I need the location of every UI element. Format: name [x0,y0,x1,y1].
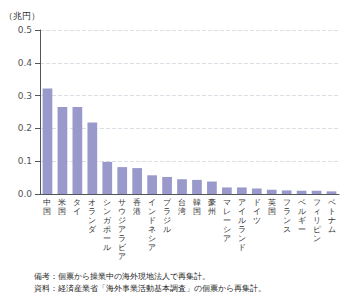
svg-text:レ: レ [223,207,231,216]
svg-text:ナ: ナ [328,216,336,225]
svg-text:ジ: ジ [163,216,171,225]
svg-text:ン: ン [88,216,96,225]
svg-text:国: 国 [43,207,51,216]
svg-text:マ: マ [223,198,231,207]
svg-text:イ: イ [73,207,81,216]
svg-text:ツ: ツ [253,216,261,225]
svg-text:ネ: ネ [148,225,156,234]
svg-text:豪: 豪 [208,198,216,207]
svg-text:ド: ド [253,198,261,207]
svg-text:湾: 湾 [178,207,186,216]
svg-text:国: 国 [193,207,201,216]
svg-text:ン: ン [313,234,321,243]
svg-text:州: 州 [208,207,216,216]
svg-text:シ: シ [103,198,111,207]
svg-text:0.1: 0.1 [18,156,32,166]
svg-text:ル: ル [238,216,246,225]
svg-text:資料：経済産業省「海外事業活動基本調査」の個票から再集計。: 資料：経済産業省「海外事業活動基本調査」の個票から再集計。 [34,284,266,293]
svg-text:ム: ム [328,225,336,234]
svg-text:ラ: ラ [118,234,126,243]
svg-text:ジ: ジ [118,216,126,225]
svg-text:（兆円）: （兆円） [4,11,40,21]
svg-text:ウ: ウ [118,207,126,216]
svg-text:0.2: 0.2 [18,123,32,133]
svg-text:シ: シ [223,225,231,234]
svg-text:ド: ド [148,216,156,225]
svg-text:フ: フ [313,198,321,207]
svg-text:国: 国 [58,207,66,216]
svg-text:0.0: 0.0 [18,189,33,199]
svg-text:ア: ア [118,252,126,261]
svg-text:ー: ー [298,225,306,234]
svg-text:イ: イ [238,207,246,216]
svg-text:ラ: ラ [283,207,291,216]
svg-text:ア: ア [223,234,231,243]
svg-text:シ: シ [148,234,156,243]
svg-text:ド: ド [238,243,246,252]
svg-text:ビ: ビ [118,243,127,252]
svg-text:米: 米 [58,198,66,207]
svg-text:ル: ル [163,225,171,234]
svg-text:イ: イ [253,207,261,216]
svg-text:ィ: ィ [313,207,321,216]
svg-text:ベ: ベ [328,198,336,207]
svg-text:台: 台 [178,198,186,207]
svg-text:国: 国 [268,207,276,216]
svg-text:0.5: 0.5 [18,25,32,35]
svg-text:ア: ア [148,243,156,252]
svg-text:港: 港 [133,207,141,216]
svg-text:ラ: ラ [88,207,96,216]
svg-text:ー: ー [103,234,111,243]
svg-text:0.4: 0.4 [18,58,33,68]
svg-text:香: 香 [133,198,141,207]
svg-text:ン: ン [103,207,111,216]
svg-text:中: 中 [43,198,51,207]
svg-text:備考：個票から操業中の海外現地法人で再集計。: 備考：個票から操業中の海外現地法人で再集計。 [34,272,210,281]
svg-text:ア: ア [118,225,126,234]
svg-text:ル: ル [298,207,306,216]
svg-text:ポ: ポ [103,225,111,234]
svg-text:オ: オ [88,198,96,207]
svg-text:ギ: ギ [298,216,306,225]
svg-text:韓: 韓 [193,198,201,207]
svg-text:ガ: ガ [103,216,112,225]
svg-text:英: 英 [268,198,276,207]
svg-text:ラ: ラ [163,207,171,216]
svg-text:ラ: ラ [238,225,246,234]
svg-text:0.3: 0.3 [18,91,32,101]
svg-text:フ: フ [283,198,291,207]
svg-text:ン: ン [148,207,156,216]
svg-text:タ: タ [73,198,81,207]
svg-text:ア: ア [238,198,246,207]
svg-text:ト: ト [328,207,336,216]
svg-text:ダ: ダ [88,225,97,234]
svg-text:サ: サ [118,198,126,207]
svg-text:ベ: ベ [298,198,306,207]
svg-text:ン: ン [283,216,291,225]
svg-text:イ: イ [148,198,156,207]
svg-text:ピ: ピ [313,225,321,234]
svg-text:ル: ル [103,243,111,252]
svg-text:リ: リ [313,216,321,225]
svg-text:ブ: ブ [163,198,172,207]
svg-text:ン: ン [238,234,246,243]
svg-text:ー: ー [223,216,231,225]
svg-text:ス: ス [283,225,291,234]
